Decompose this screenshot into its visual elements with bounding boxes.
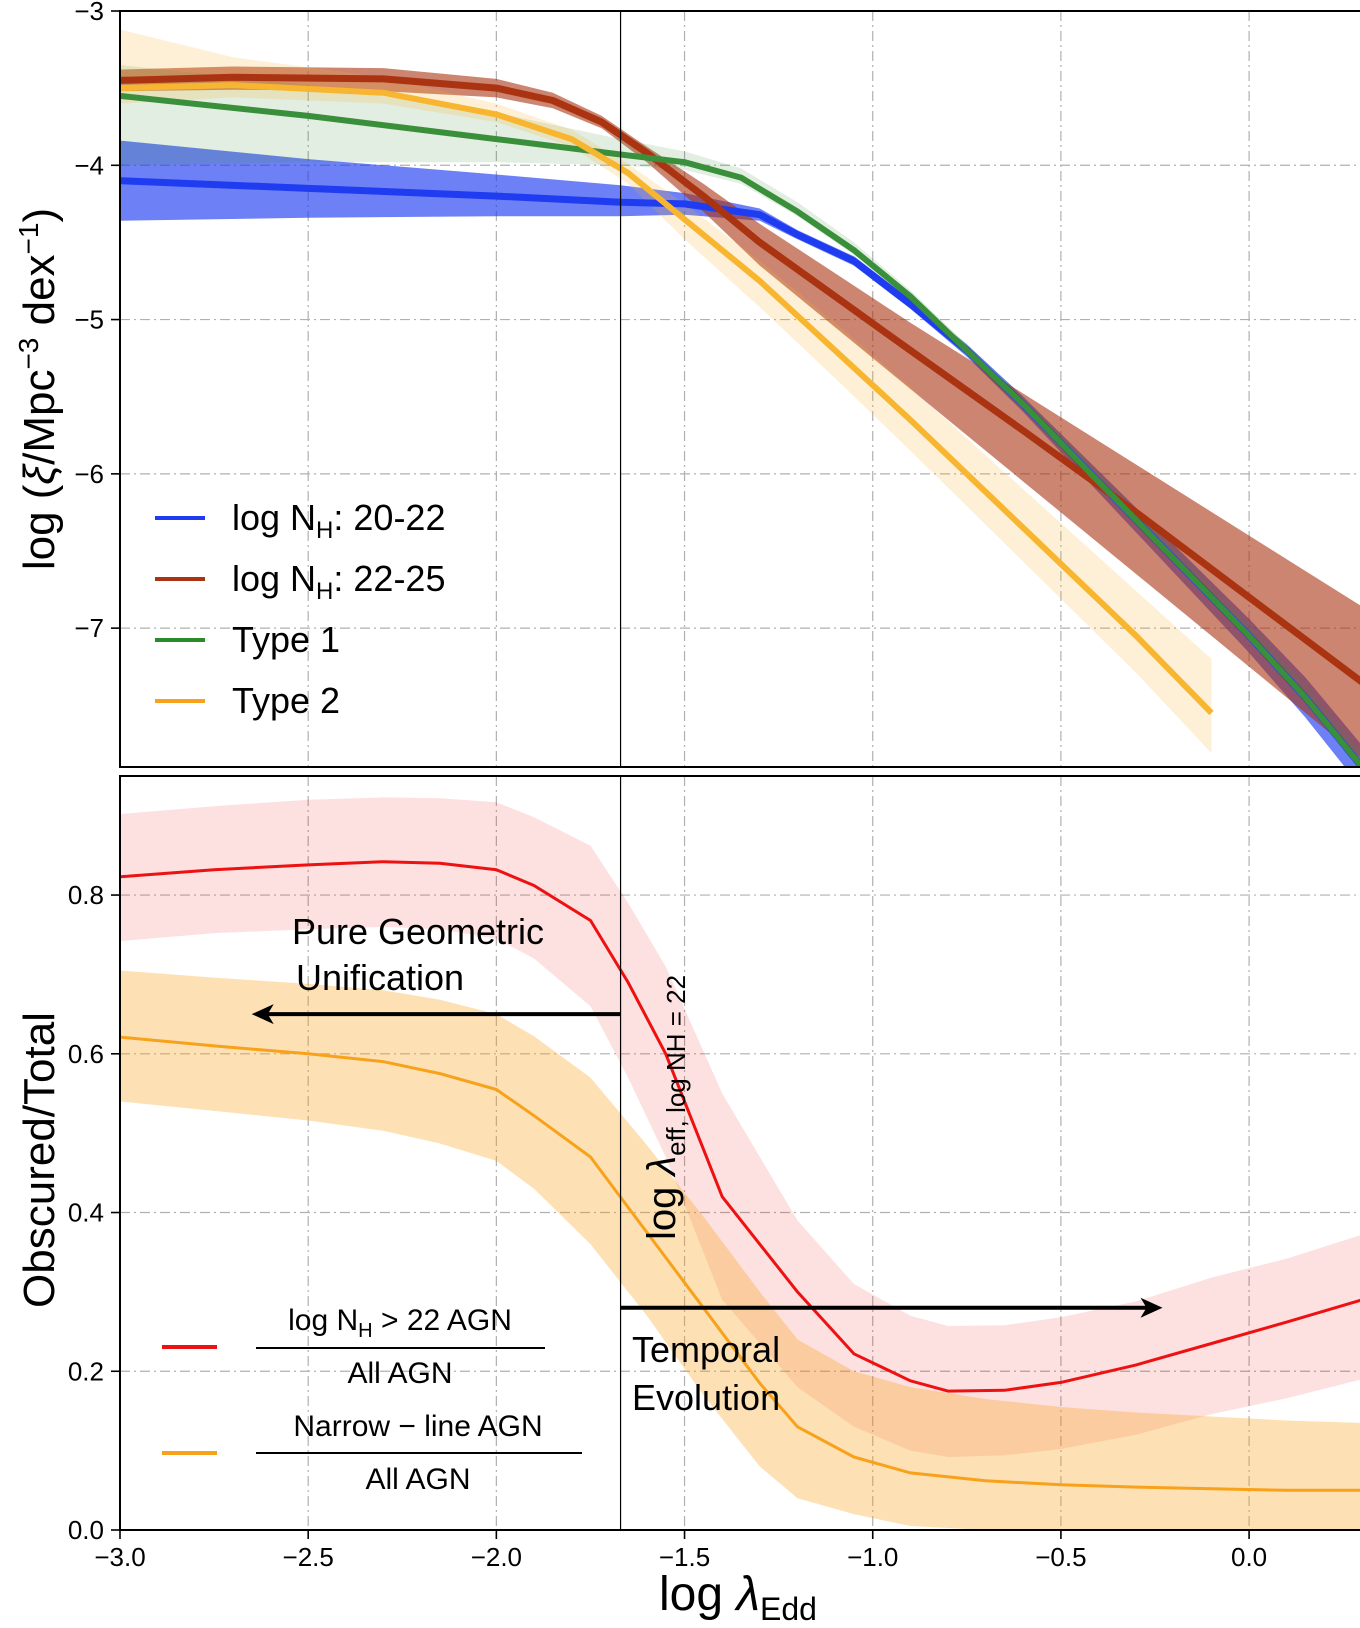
top-y-tick-label-1: −6	[74, 459, 104, 489]
x-tick-label-4: −1.0	[847, 1542, 898, 1572]
annotation-temporal-line2: Evolution	[632, 1377, 780, 1418]
top-legend: log NH: 20-22 log NH: 22-25 Type 1 Type …	[155, 497, 445, 721]
top-line-type-1	[120, 92, 1360, 767]
top-band-log-n-h-20-22	[120, 140, 1360, 767]
legend-entry-type-1: Type 1	[155, 619, 340, 660]
annotation-geometric-unification: Pure Geometric Unification	[251, 911, 621, 1025]
bottom-series	[120, 797, 1360, 1530]
x-axis-label: log λEdd	[659, 1568, 817, 1627]
legend-entry-obscured-fraction: log NH > 22 AGN All AGN	[162, 1304, 545, 1390]
temporal-arrow-head	[1140, 1297, 1163, 1318]
geometric-arrow-head	[251, 1004, 274, 1025]
legend-numerator-obscured: log NH > 22 AGN	[288, 1304, 512, 1342]
x-tick-label-5: −0.5	[1035, 1542, 1086, 1572]
legend-label-nh-20-22: log NH: 20-22	[232, 497, 445, 544]
legend-entry-narrow-line-fraction: Narrow − line AGN All AGN	[162, 1410, 582, 1496]
x-tick-label-6: 0.0	[1231, 1542, 1267, 1572]
top-panel: −7 −6 −5 −4 −3 log (ξ/Mpc−3 dex−1) log NH: 2…	[13, 0, 1360, 768]
annotation-geometric-line1: Pure Geometric	[292, 911, 544, 952]
top-band-type-1	[120, 65, 1360, 767]
bottom-grid	[120, 776, 1360, 1530]
top-series	[120, 29, 1360, 767]
legend-entry-nh-20-22: log NH: 20-22	[155, 497, 445, 544]
legend-label-type-1: Type 1	[232, 619, 340, 660]
bottom-band-log-n-h-22-agn-all-agn	[120, 797, 1360, 1457]
legend-denominator-narrow-line: All AGN	[365, 1463, 470, 1496]
top-y-tick-label-0: −7	[74, 613, 104, 643]
annotation-temporal-line1: Temporal	[632, 1329, 780, 1370]
annotation-temporal-evolution: Temporal Evolution	[620, 1297, 1163, 1418]
bottom-y-tick-label-3: 0.6	[68, 1039, 104, 1069]
bottom-y-tick-label-2: 0.4	[68, 1198, 104, 1228]
top-y-tick-label-3: −4	[74, 150, 104, 180]
top-y-ticks: −7 −6 −5 −4 −3	[74, 0, 120, 643]
lambda-eff-label: log λeff, log NH = 22	[640, 975, 691, 1240]
bottom-axes-frame	[119, 775, 1360, 1531]
top-y-axis-label: log (ξ/Mpc−3 dex−1)	[13, 208, 64, 570]
top-line-type-2	[120, 82, 1214, 716]
bottom-panel: 0.0 0.2 0.4 0.6 0.8 −3.0 −2.5 −2.0 −1.5 −1.0 −0.5…	[15, 775, 1360, 1627]
top-axes-frame	[119, 10, 1360, 768]
legend-label-type-2: Type 2	[232, 680, 340, 721]
x-tick-label-2: −2.0	[471, 1542, 522, 1572]
top-y-tick-label-4: −3	[74, 0, 104, 26]
legend-entry-nh-22-25: log NH: 22-25	[155, 558, 445, 605]
x-tick-label-3: −1.5	[659, 1542, 710, 1572]
bottom-y-axis-label: Obscured/Total	[15, 1012, 64, 1308]
legend-entry-type-2: Type 2	[155, 680, 340, 721]
x-tick-label-0: −3.0	[94, 1542, 145, 1572]
bottom-x-ticks: −3.0 −2.5 −2.0 −1.5 −1.0 −0.5 0.0	[94, 1530, 1267, 1572]
annotation-geometric-line2: Unification	[296, 957, 464, 998]
legend-label-nh-22-25: log NH: 22-25	[232, 558, 445, 605]
bottom-y-ticks: 0.0 0.2 0.4 0.6 0.8	[68, 880, 120, 1545]
bottom-line-narrow-line-agn-all-agn	[120, 1035, 1360, 1492]
bottom-band-narrow-line-agn-all-agn	[120, 970, 1360, 1530]
bottom-y-tick-label-1: 0.2	[68, 1356, 104, 1386]
legend-denominator-obscured: All AGN	[347, 1357, 452, 1390]
bottom-y-tick-label-0: 0.0	[68, 1515, 104, 1545]
bottom-legend: log NH > 22 AGN All AGN Narrow − line AG…	[162, 1304, 582, 1496]
top-y-tick-label-2: −5	[74, 305, 104, 335]
bottom-line-log-n-h-22-agn-all-agn	[120, 860, 1360, 1393]
top-grid	[120, 11, 1360, 767]
legend-numerator-narrow-line: Narrow − line AGN	[293, 1410, 542, 1443]
x-tick-label-1: −2.5	[283, 1542, 334, 1572]
bottom-y-tick-label-4: 0.8	[68, 880, 104, 910]
